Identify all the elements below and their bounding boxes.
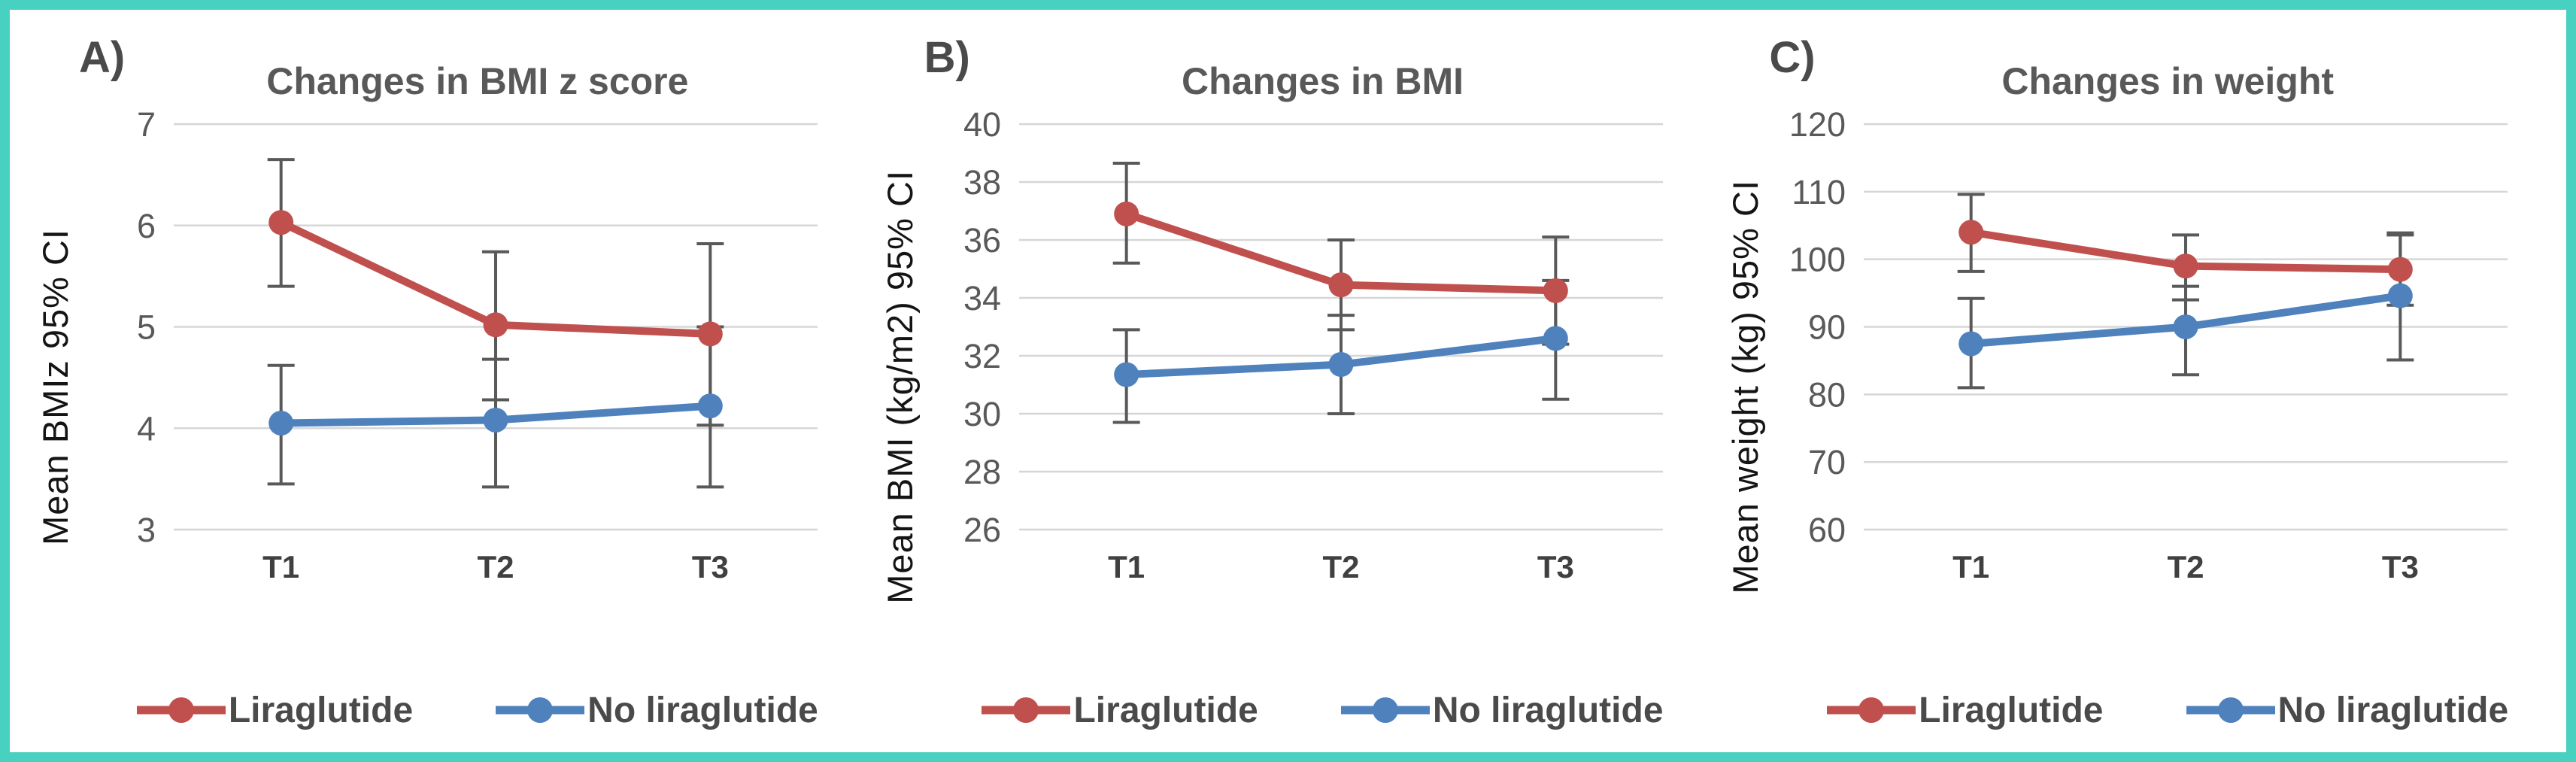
panel-label-a: A) <box>79 33 126 82</box>
panel-a: A) Changes in BMI z score Mean BMIz 95% … <box>20 14 866 749</box>
x-tick-label: T3 <box>2382 549 2419 584</box>
y-tick-label: 30 <box>963 395 1001 433</box>
data-point <box>269 411 294 436</box>
plot-area-c: 60 70 80 90 100 110 120 T1 T2 T3 <box>1789 105 2508 584</box>
legend-item-no-liraglutide: No liraglutide <box>2186 690 2509 731</box>
y-axis-label-a: Mean BMIz 95% CI <box>35 229 75 545</box>
data-point <box>697 393 723 419</box>
y-tick-label: 4 <box>137 409 156 448</box>
panel-c-ylabel-wrap: Mean weight (kg) 95% CI <box>1710 103 1780 671</box>
y-axis-label-c: Mean weight (kg) 95% CI <box>1725 180 1765 594</box>
y-tick-label: 36 <box>963 221 1001 260</box>
legend-marker-no-liraglutide-icon <box>2186 697 2275 723</box>
x-tick-label: T1 <box>1953 549 1990 584</box>
y-tick-label: 34 <box>963 279 1001 317</box>
x-tick-label: T3 <box>692 549 729 584</box>
plot-area-b: 26 28 30 32 34 36 38 40 T1 T2 T3 <box>963 105 1663 584</box>
x-tick-label: T3 <box>1537 549 1573 584</box>
panel-b-plot-row: Mean BMI (kg/m2) 95% CI 26 28 30 32 34 36 38 40… <box>866 103 1711 671</box>
data-point <box>1959 331 1984 357</box>
legend-label-liraglutide: Liraglutide <box>1073 690 1258 730</box>
data-point <box>483 407 508 433</box>
panel-b-header: Changes in BMI <box>935 14 1711 103</box>
plot-area-a: 3 4 5 6 7 T1 T2 T3 <box>137 105 818 584</box>
x-tick-label: T1 <box>262 549 299 584</box>
x-tick-label: T2 <box>477 549 514 584</box>
y-tick-label: 38 <box>963 163 1001 202</box>
y-tick-label: 120 <box>1789 105 1846 144</box>
y-tick-label: 28 <box>963 453 1001 491</box>
legend-c: Liraglutide No liraglutide <box>1780 671 2556 749</box>
data-point <box>2388 283 2414 308</box>
y-tick-label: 110 <box>1792 173 1846 211</box>
chart-title-b: Changes in BMI <box>1181 60 1464 102</box>
panel-label-c: C) <box>1769 33 1816 82</box>
y-tick-label: 32 <box>963 337 1001 375</box>
x-tick-label: T2 <box>1322 549 1359 584</box>
legend-label-no-liraglutide: No liraglutide <box>1432 690 1664 730</box>
panel-c: C) Changes in weight Mean weight (kg) 95… <box>1710 14 2556 749</box>
y-tick-label: 7 <box>137 105 156 144</box>
x-tick-label: T2 <box>2168 549 2204 584</box>
panel-label-b: B) <box>924 33 970 82</box>
legend-label-no-liraglutide: No liraglutide <box>2277 690 2509 730</box>
panel-b-ylabel-wrap: Mean BMI (kg/m2) 95% CI <box>866 103 935 671</box>
y-tick-label: 60 <box>1808 511 1846 549</box>
chart-title-a: Changes in BMI z score <box>266 60 689 102</box>
legend-marker-liraglutide-icon <box>1827 697 1916 723</box>
data-point <box>1113 362 1139 387</box>
legend-a: Liraglutide No liraglutide <box>90 671 866 749</box>
legend-item-liraglutide: Liraglutide <box>1827 690 2104 731</box>
data-point <box>483 312 508 338</box>
legend-marker-no-liraglutide-icon <box>1340 697 1430 723</box>
panel-a-plot-row: Mean BMIz 95% CI 3 4 5 6 7 T1 T2 T3 <box>20 103 866 671</box>
y-tick-label: 6 <box>137 207 156 245</box>
y-tick-label: 5 <box>137 308 156 347</box>
legend-label-no-liraglutide: No liraglutide <box>587 690 818 730</box>
data-point <box>2388 257 2414 282</box>
y-tick-label: 90 <box>1808 308 1846 347</box>
data-point <box>269 210 294 235</box>
data-point <box>697 321 723 347</box>
data-point <box>1543 326 1568 351</box>
legend-label-liraglutide: Liraglutide <box>1919 690 2104 730</box>
panel-c-plot-row: Mean weight (kg) 95% CI 60 70 80 90 100 110 12… <box>1710 103 2556 671</box>
data-point <box>1328 352 1354 378</box>
y-tick-label: 3 <box>137 511 156 549</box>
x-tick-label: T1 <box>1108 549 1145 584</box>
legend-item-liraglutide: Liraglutide <box>982 690 1258 731</box>
legend-label-liraglutide: Liraglutide <box>228 690 414 730</box>
y-axis-label-b: Mean BMI (kg/m2) 95% CI <box>880 170 921 604</box>
legend-marker-no-liraglutide-icon <box>496 697 585 723</box>
y-tick-label: 80 <box>1808 375 1846 414</box>
data-point <box>1328 272 1354 298</box>
legend-item-liraglutide: Liraglutide <box>136 690 414 731</box>
data-point <box>1543 278 1568 303</box>
y-tick-label: 70 <box>1808 443 1846 481</box>
legend-b: Liraglutide No liraglutide <box>935 671 1711 749</box>
data-point <box>1959 220 1984 245</box>
legend-marker-liraglutide-icon <box>136 697 226 723</box>
y-tick-label: 40 <box>963 105 1001 144</box>
legend-item-no-liraglutide: No liraglutide <box>1340 690 1664 731</box>
legend-item-no-liraglutide: No liraglutide <box>496 690 818 731</box>
panel-b: B) Changes in BMI Mean BMI (kg/m2) 95% C… <box>866 14 1711 749</box>
chart-title-c: Changes in weight <box>2001 60 2335 102</box>
y-tick-label: 26 <box>963 511 1001 549</box>
data-point <box>2173 314 2198 339</box>
panel-a-ylabel-wrap: Mean BMIz 95% CI <box>20 103 90 671</box>
data-point <box>2173 253 2198 279</box>
y-tick-label: 100 <box>1789 241 1846 279</box>
panel-a-header: Changes in BMI z score <box>90 14 866 103</box>
data-point <box>1113 201 1139 226</box>
panel-c-header: Changes in weight <box>1780 14 2556 103</box>
legend-marker-liraglutide-icon <box>982 697 1071 723</box>
